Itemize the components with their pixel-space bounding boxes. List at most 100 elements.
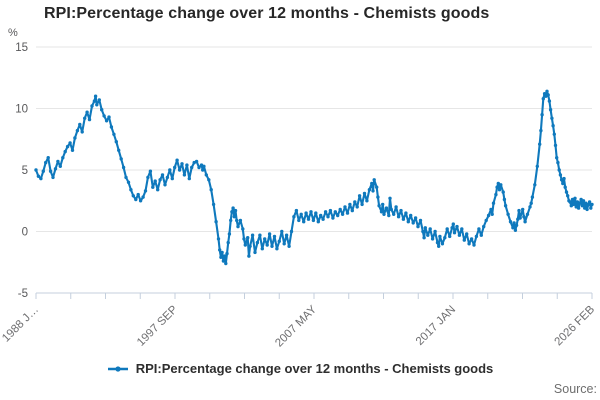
data-point <box>508 220 513 224</box>
data-point <box>280 229 284 234</box>
data-point <box>539 128 543 133</box>
data-point <box>222 254 227 258</box>
data-point <box>379 210 384 214</box>
data-point <box>450 226 454 230</box>
data-point <box>92 99 97 103</box>
data-point <box>572 202 576 207</box>
data-point <box>467 242 471 246</box>
data-point <box>70 148 75 152</box>
data-point <box>587 200 592 204</box>
data-point <box>406 220 410 224</box>
data-point <box>528 205 532 209</box>
data-point <box>371 189 375 193</box>
data-point <box>382 212 386 216</box>
data-point <box>550 116 554 121</box>
data-point <box>401 217 406 221</box>
data-point <box>187 176 191 181</box>
data-point <box>287 244 291 248</box>
data-point <box>538 142 542 146</box>
plot-area[interactable] <box>36 47 592 293</box>
data-point <box>129 188 133 192</box>
data-point <box>491 201 496 205</box>
y-tick-label--5: -5 <box>18 288 28 300</box>
data-point <box>443 236 447 240</box>
data-point <box>173 165 177 170</box>
data-point <box>440 242 445 246</box>
data-point <box>551 124 555 128</box>
data-point <box>230 210 234 214</box>
data-point <box>529 201 533 205</box>
data-point <box>292 215 296 219</box>
data-point <box>107 115 111 119</box>
data-point <box>282 242 286 246</box>
data-point <box>229 218 233 223</box>
data-point <box>270 244 274 248</box>
data-point <box>497 188 502 192</box>
data-point <box>260 247 264 251</box>
data-point <box>180 162 184 166</box>
data-point <box>242 237 246 241</box>
data-point <box>121 165 126 170</box>
legend-item-label: RPI:Percentage change over 12 months - C… <box>135 361 494 376</box>
data-point <box>284 233 289 237</box>
data-point <box>365 199 369 203</box>
data-point <box>253 250 257 255</box>
data-point <box>370 181 374 186</box>
data-point <box>469 237 474 241</box>
data-point <box>377 204 381 208</box>
data-point <box>428 227 432 231</box>
data-point <box>517 208 521 213</box>
data-point <box>394 205 398 209</box>
data-point <box>562 176 566 181</box>
data-point <box>143 189 148 193</box>
data-point <box>297 218 301 223</box>
data-point <box>214 220 218 224</box>
data-point <box>426 233 430 237</box>
data-point <box>518 216 522 220</box>
data-point <box>362 191 367 196</box>
data-point <box>207 178 211 182</box>
data-point <box>396 215 401 219</box>
data-point <box>241 227 245 231</box>
y-tick-label-10: 10 <box>15 104 28 116</box>
data-point <box>541 97 545 101</box>
data-point <box>294 208 299 213</box>
data-point <box>83 116 87 121</box>
data-point <box>119 157 123 161</box>
data-point <box>533 183 537 187</box>
data-point <box>438 234 442 239</box>
data-point <box>350 208 354 213</box>
data-point <box>557 168 561 172</box>
data-point <box>423 226 427 230</box>
data-point <box>39 176 43 181</box>
legend-item-rpi-chemists-goods[interactable]: RPI:Percentage change over 12 months - C… <box>107 361 494 376</box>
data-point <box>204 173 208 177</box>
data-point <box>558 173 563 177</box>
data-point <box>569 204 573 208</box>
data-point <box>289 229 294 234</box>
data-point <box>465 232 469 236</box>
data-point <box>299 212 303 216</box>
data-point <box>552 132 556 136</box>
data-point <box>138 199 143 203</box>
data-point <box>556 160 560 165</box>
data-point <box>34 168 38 172</box>
data-point <box>224 261 228 266</box>
data-point <box>51 175 55 180</box>
data-point <box>388 196 392 200</box>
data-point <box>323 210 328 214</box>
data-point <box>376 195 380 199</box>
data-point <box>232 215 236 219</box>
data-point <box>175 158 179 162</box>
data-point <box>85 110 89 114</box>
data-point <box>525 212 530 216</box>
data-point <box>581 199 586 203</box>
data-point <box>451 222 455 226</box>
data-point <box>486 213 491 218</box>
data-point <box>277 239 281 243</box>
data-point <box>158 178 162 182</box>
data-point <box>63 149 67 154</box>
data-point <box>235 218 239 223</box>
legend: RPI:Percentage change over 12 months - C… <box>0 361 600 376</box>
x-tick-label-2007-MAY: 2007 MAY <box>273 303 319 349</box>
